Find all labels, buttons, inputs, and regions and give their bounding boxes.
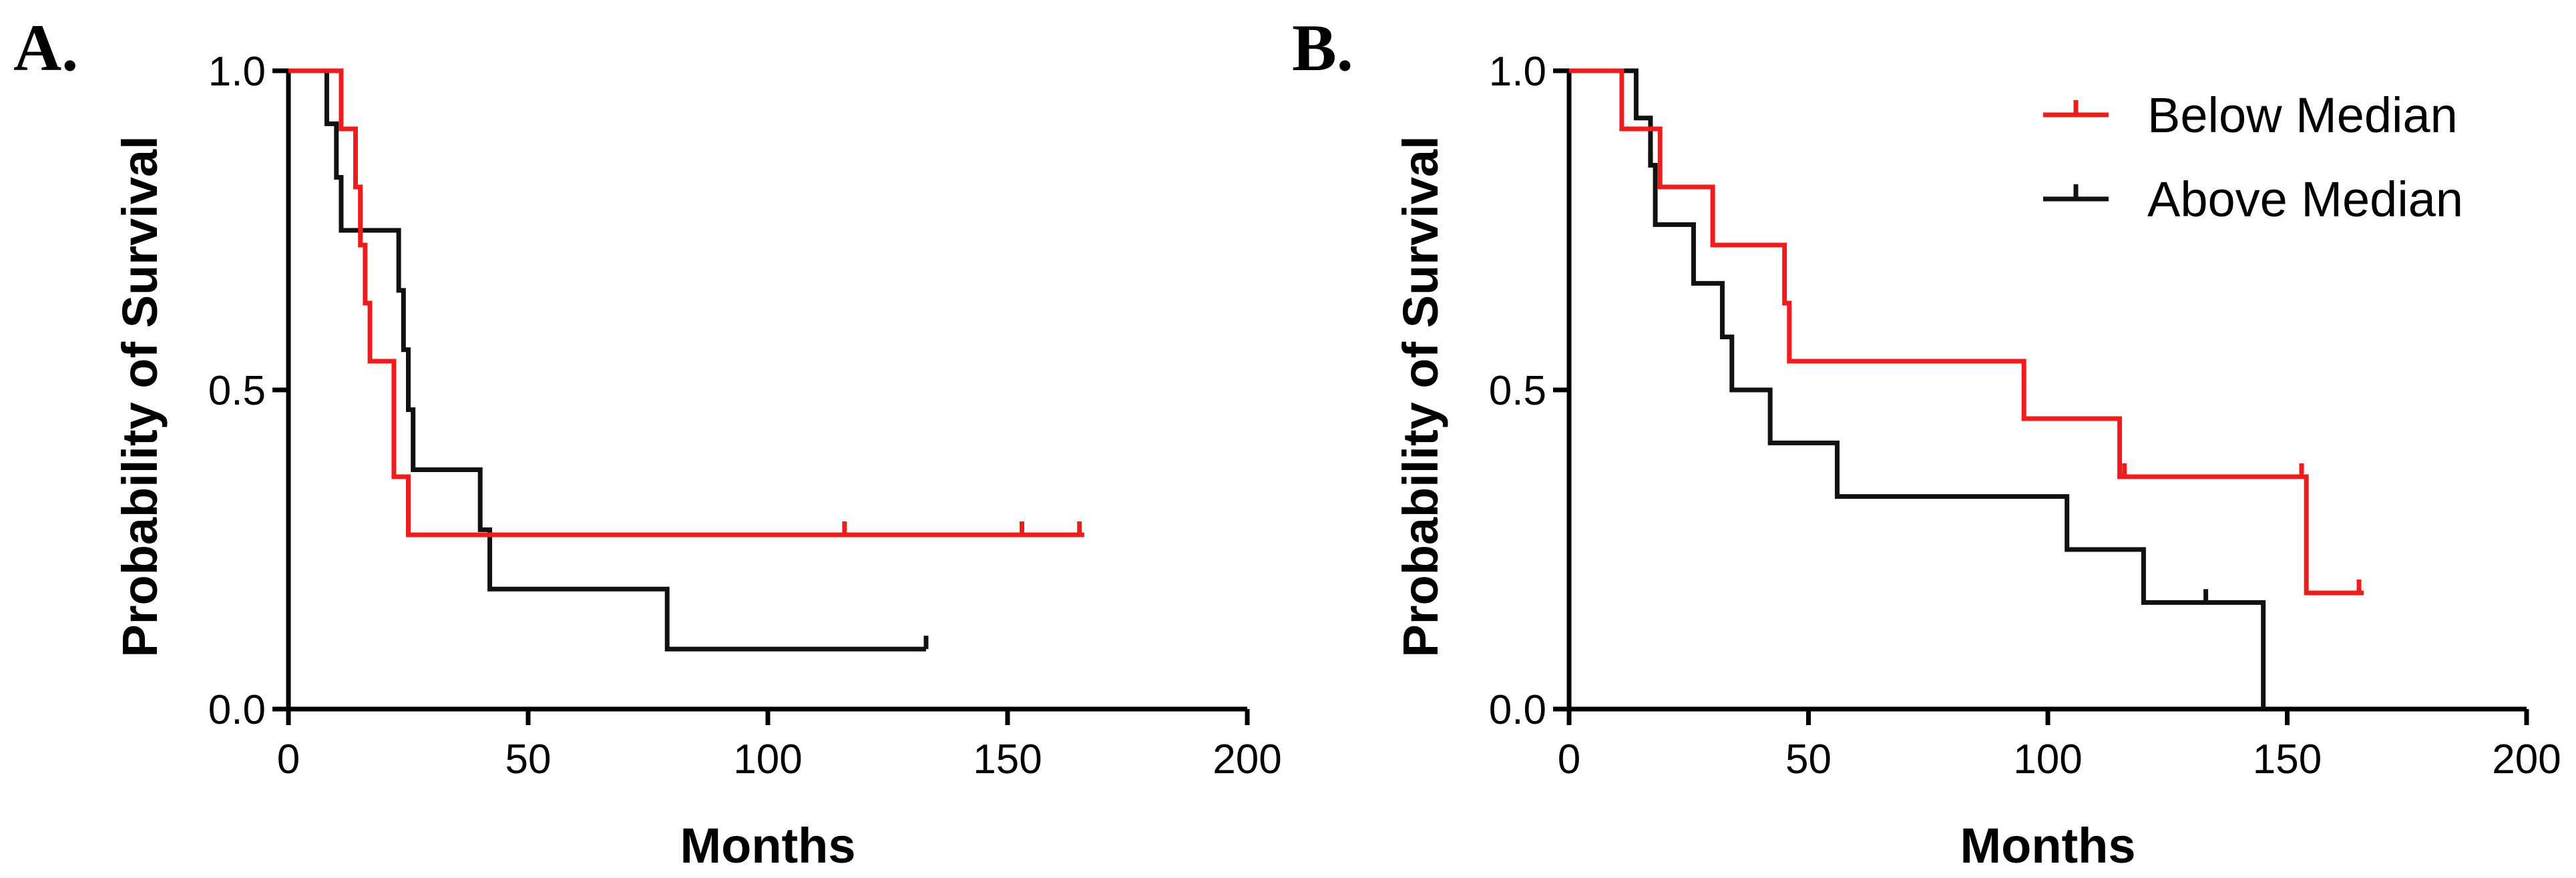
panel-a: A. 0.0 0.5 1.0 0 50 100 150 200 Months Probability… xyxy=(13,11,1282,873)
panel-a-y-tick-label: 0.0 xyxy=(208,687,266,733)
panel-b-x-tick-label: 50 xyxy=(1785,736,1832,783)
panel-a-x-tick-label: 50 xyxy=(505,736,552,783)
panel-b-x-axis-title: Months xyxy=(1960,818,2135,873)
panel-b-survival-curve-above-median xyxy=(1569,68,2266,709)
panel-a-survival-curve-above-median xyxy=(288,68,926,652)
panel-a-x-tick-label: 0 xyxy=(277,736,300,783)
panel-b-legend-label: Above Median xyxy=(2147,172,2463,227)
panel-b-x-tick-label: 0 xyxy=(1558,736,1580,783)
panel-b-y-tick-label: 0.0 xyxy=(1489,687,1546,733)
panel-b-y-tick-label: 0.5 xyxy=(1489,368,1546,414)
panel-b-y-axis-title: Probability of Survival xyxy=(1393,136,1448,657)
panel-a-y-tick-label: 1.0 xyxy=(208,49,266,95)
panel-b-label: B. xyxy=(1292,11,1353,85)
panel-a-x-axis-title: Months xyxy=(680,818,855,873)
panel-a-x-tick-label: 150 xyxy=(973,736,1042,783)
panel-b: B. 0.0 0.5 1.0 0 50 100 150 200 Months Probability… xyxy=(1292,11,2561,873)
panel-a-x-tick-label: 100 xyxy=(733,736,802,783)
panel-b-survival-curve-below-median xyxy=(1569,68,2364,596)
panel-a-x-tick-label: 200 xyxy=(1213,736,1281,783)
panel-a-y-axis-title: Probability of Survival xyxy=(112,136,168,657)
panel-b-x-tick-label: 150 xyxy=(2253,736,2322,783)
panel-b-x-tick-label: 200 xyxy=(2492,736,2561,783)
panel-b-legend-label: Below Median xyxy=(2147,87,2458,143)
panel-a-survival-curve-below-median xyxy=(288,68,1084,537)
panel-a-y-tick-label: 0.5 xyxy=(208,368,266,414)
panel-b-y-tick-label: 1.0 xyxy=(1489,49,1546,95)
panel-a-label: A. xyxy=(13,11,78,85)
panel-b-x-tick-label: 100 xyxy=(2013,736,2082,783)
